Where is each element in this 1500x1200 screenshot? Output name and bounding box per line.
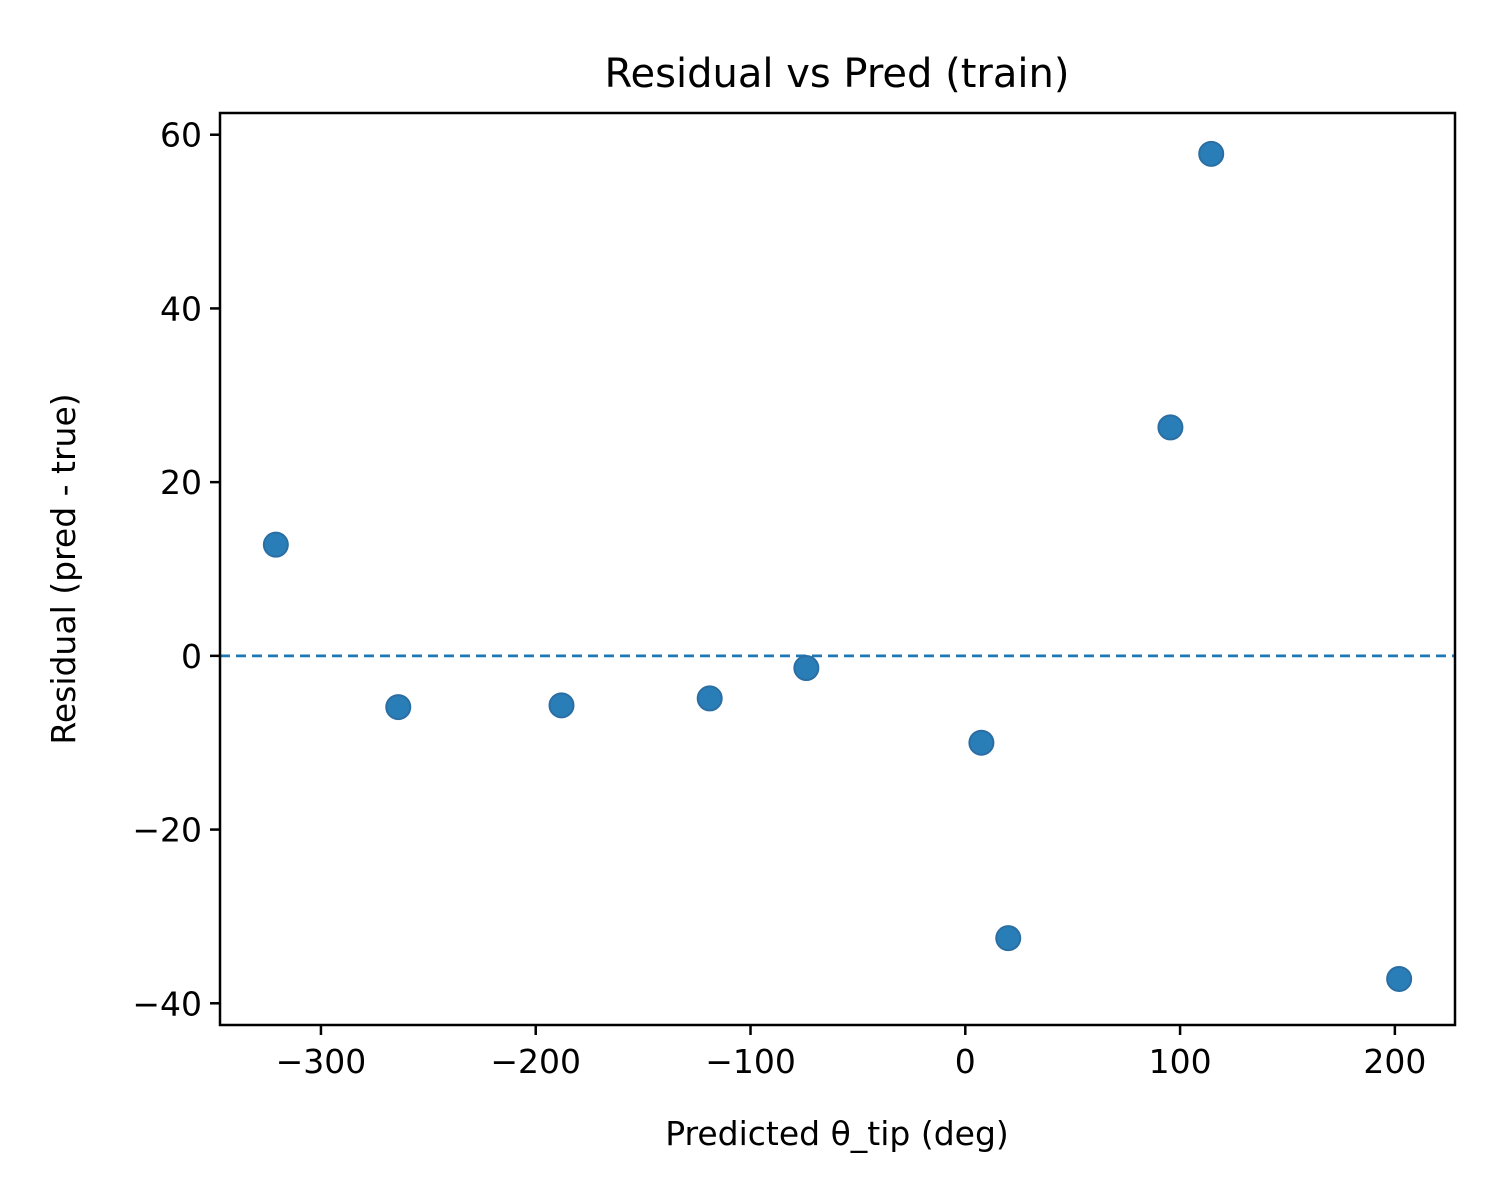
y-tick-label: −20 xyxy=(132,811,202,850)
y-tick-label: 60 xyxy=(160,116,202,155)
chart-title: Residual vs Pred (train) xyxy=(605,51,1070,97)
data-point xyxy=(262,531,289,558)
data-point xyxy=(995,925,1022,952)
data-point xyxy=(548,692,575,719)
x-tick-label: 200 xyxy=(1363,1042,1426,1081)
y-tick-label: 40 xyxy=(160,289,202,328)
x-tick-label: 100 xyxy=(1149,1042,1212,1081)
y-axis-label: Residual (pred - true) xyxy=(44,393,83,744)
x-tick-label: −300 xyxy=(276,1042,367,1081)
y-tick-label: 0 xyxy=(181,637,202,676)
data-point xyxy=(696,685,723,712)
plot-frame xyxy=(218,111,1457,1027)
data-point xyxy=(1198,140,1225,167)
x-axis-label: Predicted θ_tip (deg) xyxy=(665,1114,1009,1153)
y-tick-label: 20 xyxy=(160,463,202,502)
x-tick-label: 0 xyxy=(955,1042,976,1081)
x-tick-label: −100 xyxy=(705,1042,796,1081)
x-axis: −300 −200 −100 0 100 200 xyxy=(276,1025,1426,1081)
x-tick-label: −200 xyxy=(490,1042,581,1081)
data-point xyxy=(793,655,820,682)
y-tick-label: −40 xyxy=(132,984,202,1023)
data-point xyxy=(1157,414,1184,441)
data-point xyxy=(385,694,412,721)
data-point xyxy=(968,729,995,756)
y-axis: −40 −20 0 20 40 60 xyxy=(132,116,220,1023)
data-point xyxy=(1386,965,1413,992)
